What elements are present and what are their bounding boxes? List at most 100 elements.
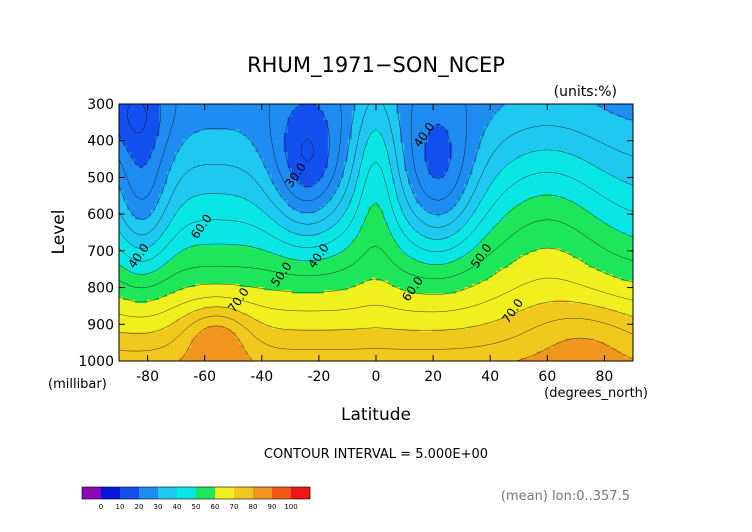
contour-cell (600, 110, 606, 115)
contour-cell (167, 107, 172, 112)
contour-cell (400, 104, 405, 108)
contour-cell (388, 168, 393, 173)
contour-cell (211, 174, 216, 179)
contour-cell (448, 187, 453, 192)
contour-cell (315, 110, 321, 115)
contour-cell (371, 142, 377, 147)
contour-cell (311, 155, 317, 160)
contour-cell (452, 184, 457, 189)
contour-cell (151, 126, 156, 131)
contour-cell (552, 174, 558, 179)
contour-cell (572, 129, 578, 134)
contour-cell (624, 132, 630, 137)
contour-cell (263, 104, 269, 108)
contour-cell (203, 132, 208, 137)
contour-cell (223, 120, 229, 124)
contour-cell (420, 136, 425, 140)
contour-cell (488, 193, 494, 198)
contour-cell (327, 161, 333, 166)
contour-cell (516, 158, 522, 163)
contour-cell (123, 184, 128, 189)
contour-cell (207, 203, 212, 208)
contour-cell (416, 110, 421, 115)
contour-cell (243, 104, 249, 108)
contour-cell (476, 104, 482, 108)
contour-cell (247, 190, 253, 195)
contour-cell (163, 171, 168, 176)
contour-cell (351, 197, 357, 201)
contour-cell (307, 174, 313, 179)
contour-cell (480, 193, 486, 198)
contour-cell (355, 181, 361, 185)
contour-cell (432, 142, 437, 147)
contour-cell (371, 145, 377, 150)
contour-cell (628, 193, 633, 198)
contour-cell (311, 184, 317, 189)
contour-cell (444, 107, 449, 112)
contour-cell (584, 155, 590, 160)
contour-cell (564, 120, 570, 124)
contour-cell (267, 177, 273, 182)
contour-cell (219, 197, 225, 201)
contour-cell (492, 116, 498, 121)
contour-cell (436, 165, 441, 169)
contour-cell (556, 216, 562, 221)
contour-cell (404, 206, 409, 211)
contour-cell (436, 152, 441, 156)
contour-cell (564, 177, 570, 182)
contour-cell (592, 104, 598, 108)
units-note: (units:%) (554, 84, 617, 100)
contour-cell (191, 216, 196, 221)
contour-cell (616, 168, 622, 173)
contour-cell (247, 197, 253, 201)
contour-cell (516, 155, 522, 160)
contour-cell (295, 158, 301, 163)
contour-cell (239, 219, 245, 224)
contour-cell (488, 113, 494, 118)
contour-cell (524, 123, 530, 128)
contour-cell (175, 222, 180, 227)
contour-cell (512, 126, 518, 131)
contour-cell (520, 116, 526, 121)
contour-cell (283, 219, 289, 224)
contour-cell (219, 123, 225, 128)
contour-cell (195, 110, 200, 115)
contour-cell (396, 116, 401, 121)
contour-cell (420, 139, 425, 144)
contour-cell (580, 168, 586, 173)
contour-cell (472, 200, 477, 205)
contour-cell (363, 132, 369, 137)
contour-cell (343, 177, 349, 182)
contour-cell (584, 104, 590, 108)
contour-cell (496, 110, 502, 115)
contour-cell (564, 216, 570, 221)
contour-cell (311, 165, 317, 169)
contour-cell (299, 145, 305, 150)
contour-cell (616, 193, 622, 198)
contour-cell (303, 152, 309, 156)
contour-cell (163, 190, 168, 195)
contour-cell (267, 222, 273, 227)
contour-cell (323, 126, 329, 131)
contour-cell (428, 132, 433, 137)
contour-cell (408, 219, 413, 224)
contour-cell (604, 203, 610, 208)
contour-cell (452, 174, 457, 179)
contour-cell (371, 126, 377, 131)
contour-cell (552, 152, 558, 156)
contour-cell (363, 158, 369, 163)
contour-cell (540, 203, 546, 208)
contour-cell (207, 190, 212, 195)
contour-cell (191, 171, 196, 176)
contour-cell (452, 148, 457, 153)
contour-cell (243, 142, 249, 147)
contour-cell (504, 139, 510, 144)
contour-cell (363, 200, 369, 205)
contour-cell (604, 136, 610, 140)
contour-cell (400, 222, 405, 227)
contour-cell (472, 136, 477, 140)
contour-cell (508, 126, 514, 131)
contour-cell (367, 104, 373, 108)
contour-cell (572, 190, 578, 195)
contour-cell (211, 120, 216, 124)
